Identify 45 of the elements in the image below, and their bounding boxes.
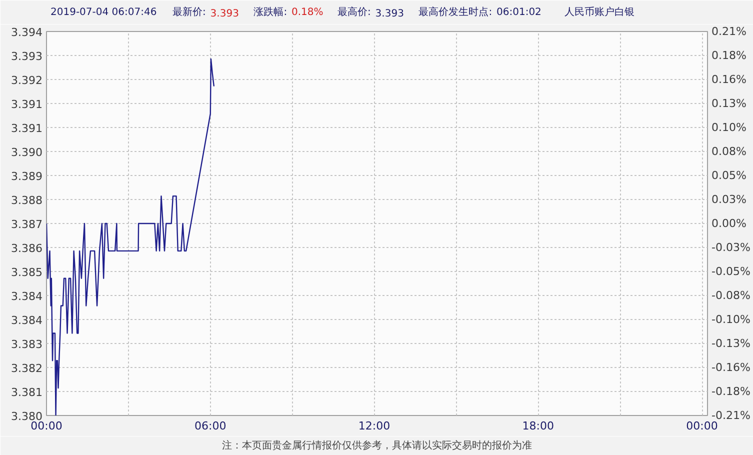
y-tick-label: 3.381: [11, 386, 43, 399]
y2-tick-label: 0.16%: [712, 73, 746, 86]
text: 最高价发生时点: 06:01:02: [418, 6, 542, 18]
x-tick-label: 06:00: [194, 420, 226, 432]
y2-tick-label: -0.03%: [712, 240, 750, 254]
y-tick-label: 3.382: [11, 362, 43, 375]
y-tick-label: 3.391: [11, 98, 43, 111]
text: 2019-07-04 06:07:46: [50, 7, 157, 18]
y-tick-label: 3.387: [11, 218, 43, 231]
y-tick-label: 3.392: [11, 74, 43, 87]
y2-tick-label: -0.08%: [712, 288, 750, 302]
text: 最新价: 3.393: [172, 6, 239, 20]
y-tick-label: 3.386: [11, 242, 43, 255]
y2-tick-label: 0.00%: [712, 217, 746, 230]
line-series: [46, 58, 215, 416]
y2-tick-label: -0.10%: [712, 313, 750, 326]
y2-tick-label: -0.13%: [712, 337, 750, 350]
chart-title: 人民币账户白银: [564, 6, 634, 18]
y2-tick-label: -0.18%: [712, 385, 750, 398]
x-tick-label: 00:00: [686, 420, 718, 432]
y2-tick-label: -0.21%: [712, 409, 750, 422]
y2-tick-label: 0.08%: [712, 145, 746, 158]
y2-tick-label: 0.03%: [712, 193, 746, 206]
y2-tick-label: 0.13%: [712, 96, 746, 110]
y2-tick-label: 0.18%: [712, 48, 746, 62]
y2-tick-label: 0.05%: [712, 168, 746, 182]
y2-tick-label: -0.16%: [712, 360, 750, 374]
y-tick-label: 3.384: [11, 314, 43, 327]
y-tick-label: 3.391: [11, 122, 43, 135]
x-tick-label: 18:00: [522, 420, 554, 432]
y-tick-label: 3.390: [11, 146, 43, 159]
text: 最高价: 3.393: [338, 6, 404, 20]
y-tick-label: 3.393: [11, 50, 43, 63]
y-tick-label: 3.385: [11, 266, 43, 279]
y-tick-label: 3.394: [11, 26, 43, 39]
x-tick-label: 12:00: [358, 420, 390, 432]
text: 注：本页面贵金属行情报价仅供参考，具体请以实际交易时的报价为准: [222, 440, 532, 452]
y-tick-label: 3.388: [11, 194, 43, 207]
y2-tick-label: 0.10%: [712, 120, 746, 134]
text: 涨跌幅: 0.18%: [254, 6, 324, 18]
y-tick-label: 3.383: [11, 338, 43, 351]
y2-tick-label: -0.05%: [712, 265, 750, 278]
y-tick-label: 3.389: [11, 170, 43, 183]
y-tick-label: 3.384: [11, 290, 43, 303]
y2-tick-label: 0.21%: [712, 25, 746, 38]
